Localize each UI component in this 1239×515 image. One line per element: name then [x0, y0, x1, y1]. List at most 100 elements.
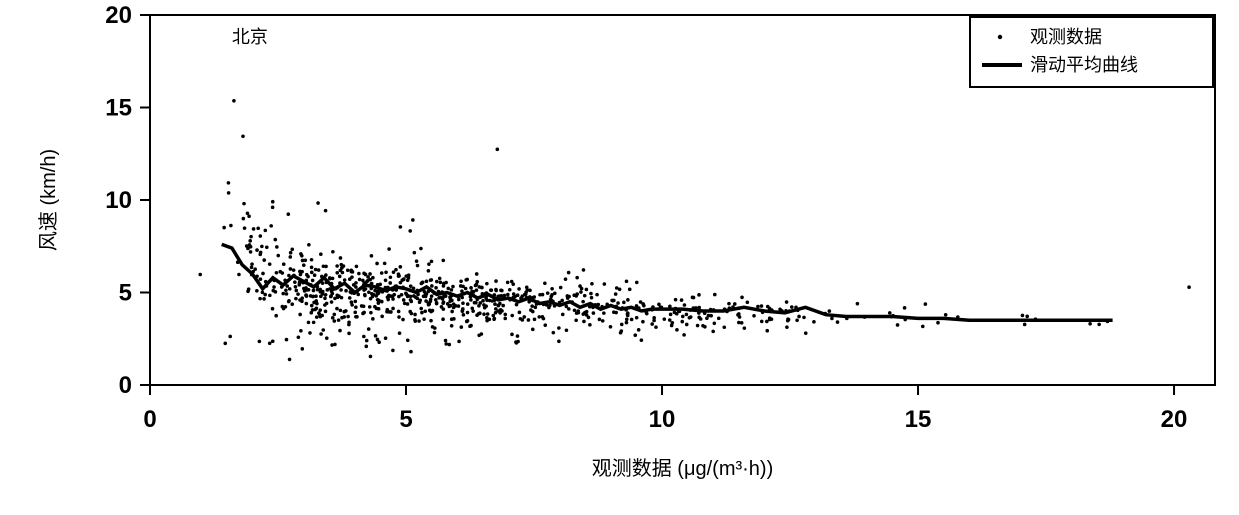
- data-point: [614, 292, 618, 296]
- data-point: [620, 323, 624, 327]
- data-point: [242, 217, 246, 221]
- data-point: [590, 296, 594, 300]
- data-point: [516, 334, 520, 338]
- data-point: [418, 298, 422, 302]
- data-point: [588, 323, 592, 327]
- data-point: [460, 325, 464, 329]
- data-point: [680, 320, 684, 324]
- data-point: [331, 316, 335, 320]
- data-point: [374, 334, 378, 338]
- data-point: [786, 319, 790, 323]
- data-point: [301, 259, 305, 263]
- data-point: [311, 295, 315, 299]
- data-point: [409, 298, 413, 302]
- data-point: [616, 301, 620, 305]
- data-point: [275, 271, 279, 275]
- data-point: [637, 328, 641, 332]
- data-point: [662, 317, 666, 321]
- data-point: [575, 276, 579, 280]
- data-point: [746, 300, 750, 304]
- data-point: [709, 314, 713, 318]
- data-point: [525, 286, 529, 290]
- data-point: [262, 297, 266, 301]
- data-point: [442, 300, 446, 304]
- data-point: [564, 277, 568, 281]
- data-point: [300, 254, 304, 258]
- data-point: [303, 289, 307, 293]
- data-point: [321, 328, 325, 332]
- data-point: [785, 300, 789, 304]
- data-point: [367, 327, 371, 331]
- legend-label-2: 滑动平均曲线: [1030, 55, 1138, 75]
- data-point: [310, 266, 314, 270]
- data-point: [250, 266, 254, 270]
- data-point: [316, 201, 320, 205]
- data-point: [503, 313, 507, 317]
- data-point: [282, 262, 286, 266]
- data-point: [412, 294, 416, 298]
- data-point: [228, 335, 232, 339]
- data-point: [797, 315, 801, 319]
- data-point: [319, 252, 323, 256]
- data-point: [446, 302, 450, 306]
- data-point: [567, 271, 571, 275]
- data-point: [464, 287, 468, 291]
- legend-marker-point: [998, 35, 1002, 39]
- data-point: [717, 317, 721, 321]
- data-point: [674, 298, 678, 302]
- data-point: [287, 300, 291, 304]
- data-point: [424, 295, 428, 299]
- data-point: [370, 292, 374, 296]
- data-point: [459, 279, 463, 283]
- data-point: [249, 245, 253, 249]
- data-point: [457, 298, 461, 302]
- data-point: [243, 226, 247, 230]
- data-point: [466, 302, 470, 306]
- data-point: [494, 279, 498, 283]
- data-point: [459, 284, 463, 288]
- data-point: [500, 289, 504, 293]
- data-point: [397, 310, 401, 314]
- data-point: [743, 326, 747, 330]
- data-point: [765, 329, 769, 333]
- data-point: [332, 313, 336, 317]
- data-point: [434, 286, 438, 290]
- data-point: [364, 345, 368, 349]
- data-point: [896, 323, 900, 327]
- data-point: [340, 263, 344, 267]
- data-point: [532, 295, 536, 299]
- x-tick-label: 20: [1161, 406, 1188, 433]
- data-point: [489, 288, 493, 292]
- data-point: [595, 293, 599, 297]
- data-point: [442, 307, 446, 311]
- data-point: [450, 324, 454, 328]
- data-point: [522, 315, 526, 319]
- data-point: [282, 307, 286, 311]
- data-point: [355, 265, 359, 269]
- data-point: [331, 292, 335, 296]
- data-point: [339, 309, 343, 313]
- data-point: [380, 300, 384, 304]
- data-point: [670, 324, 674, 328]
- data-point: [737, 312, 741, 316]
- data-point: [477, 304, 481, 308]
- data-point: [514, 340, 518, 344]
- data-point: [921, 325, 925, 329]
- data-point: [423, 309, 427, 313]
- data-point: [331, 277, 335, 281]
- data-point: [417, 319, 421, 323]
- data-point: [515, 303, 519, 307]
- data-point: [451, 285, 455, 289]
- data-point: [366, 275, 370, 279]
- data-point: [546, 291, 550, 295]
- data-point: [330, 300, 334, 304]
- data-point: [275, 245, 279, 249]
- data-point: [346, 315, 350, 319]
- data-point: [375, 262, 379, 266]
- data-point: [635, 281, 639, 285]
- data-point: [290, 247, 294, 251]
- data-point: [298, 298, 302, 302]
- data-point: [510, 333, 514, 337]
- data-point: [377, 298, 381, 302]
- data-point: [430, 284, 434, 288]
